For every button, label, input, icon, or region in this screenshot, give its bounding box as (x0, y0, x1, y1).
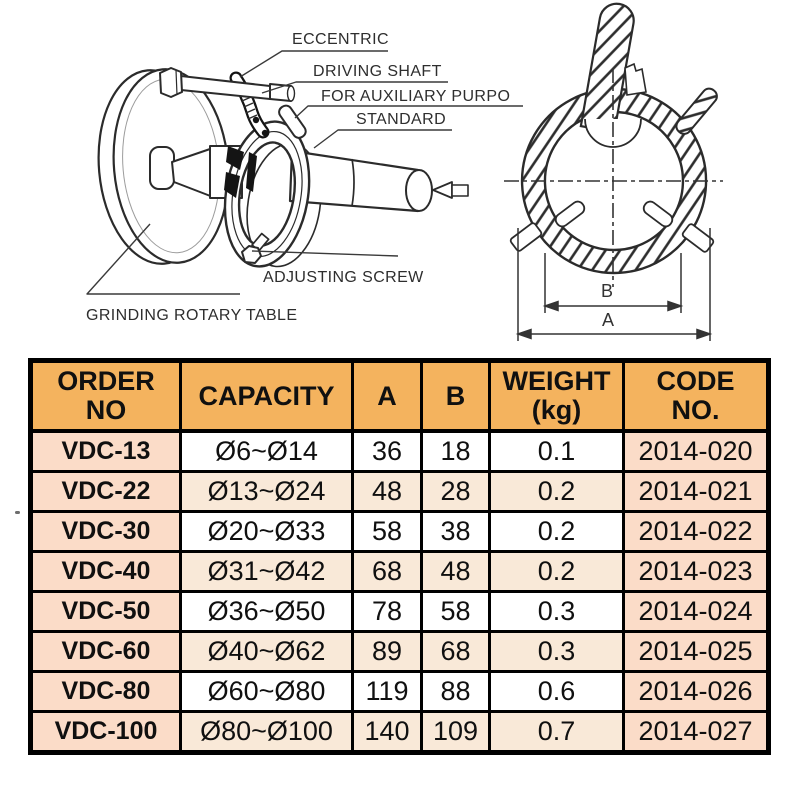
header-weight: WEIGHT (kg) (488, 359, 625, 433)
cell-a: 140 (351, 710, 423, 754)
label-dim-A: A (602, 310, 614, 330)
cell-code: 2014-024 (622, 590, 770, 633)
hex-bolt-head (159, 67, 183, 98)
isometric-view: ECCENTRIC DRIVING SHAFT FOR AUXILIARY PU… (86, 31, 523, 324)
label-grinding-table: GRINDING ROTARY TABLE (86, 307, 297, 324)
label-adjusting-screw: ADJUSTING SCREW (263, 269, 424, 286)
cell-b: 28 (420, 470, 491, 513)
technical-drawings: ECCENTRIC DRIVING SHAFT FOR AUXILIARY PU… (86, 2, 723, 341)
spec-table: ORDER NO CAPACITY A B WEIGHT (kg) CODE NO. … (28, 358, 771, 755)
table-row: VDC-22 Ø13~Ø24 48 28 0.2 2014-021 (29, 470, 770, 513)
cell-code: 2014-020 (622, 429, 770, 473)
cell-weight: 0.3 (488, 630, 625, 673)
table-row: VDC-13 Ø6~Ø14 36 18 0.1 2014-020 (29, 429, 770, 473)
spec-table-container: ORDER NO CAPACITY A B WEIGHT (kg) CODE NO. … (28, 358, 771, 755)
adjusting-screw-head (241, 245, 262, 264)
dimension-B (542, 253, 684, 313)
cell-b: 38 (420, 510, 491, 553)
label-standard: STANDARD (356, 111, 446, 128)
dead-center-tip (432, 181, 453, 199)
callout-leaders (86, 50, 523, 295)
cell-weight: 0.6 (488, 670, 625, 713)
cell-b: 88 (420, 670, 491, 713)
cell-order: VDC-13 (29, 429, 182, 473)
dimension-A (515, 228, 713, 341)
screw-tip-right (642, 200, 674, 228)
cell-b: 68 (420, 630, 491, 673)
table-row: VDC-30 Ø20~Ø33 58 38 0.2 2014-022 (29, 510, 770, 553)
shaft-tab (624, 62, 647, 96)
cell-order: VDC-22 (29, 470, 182, 513)
cell-weight: 0.2 (488, 470, 625, 513)
cell-code: 2014-022 (622, 510, 770, 553)
cell-capacity: Ø80~Ø100 (179, 710, 354, 754)
cell-a: 89 (351, 630, 423, 673)
header-capacity: CAPACITY (179, 359, 354, 433)
screw-head-left (509, 222, 543, 252)
scan-artifact-dot (15, 511, 20, 514)
cell-code: 2014-026 (622, 670, 770, 713)
table-row: VDC-60 Ø40~Ø62 89 68 0.3 2014-025 (29, 630, 770, 673)
cell-a: 119 (351, 670, 423, 713)
cell-order: VDC-50 (29, 590, 182, 633)
cell-capacity: Ø6~Ø14 (179, 429, 354, 473)
cell-capacity: Ø60~Ø80 (179, 670, 354, 713)
cell-a: 78 (351, 590, 423, 633)
cell-code: 2014-027 (622, 710, 770, 754)
cell-capacity: Ø13~Ø24 (179, 470, 354, 513)
cone-hub (149, 146, 175, 190)
table-row: VDC-40 Ø31~Ø42 68 48 0.2 2014-023 (29, 550, 770, 593)
cell-capacity: Ø20~Ø33 (179, 510, 354, 553)
cell-weight: 0.3 (488, 590, 625, 633)
cell-code: 2014-021 (622, 470, 770, 513)
center-seat (584, 118, 642, 148)
cell-a: 58 (351, 510, 423, 553)
header-order-no: ORDER NO (29, 359, 182, 433)
cell-weight: 0.7 (488, 710, 625, 754)
cell-order: VDC-30 (29, 510, 182, 553)
screw-tip-left (554, 200, 586, 228)
cell-weight: 0.2 (488, 550, 625, 593)
cell-b: 48 (420, 550, 491, 593)
cell-b: 109 (420, 710, 491, 754)
table-row: VDC-50 Ø36~Ø50 78 58 0.3 2014-024 (29, 590, 770, 633)
header-row: ORDER NO CAPACITY A B WEIGHT (kg) CODE NO. (29, 359, 770, 433)
cell-code: 2014-025 (622, 630, 770, 673)
header-code-no: CODE NO. (622, 359, 770, 433)
label-dim-B: B (601, 281, 613, 301)
cell-weight: 0.2 (488, 510, 625, 553)
label-eccentric: ECCENTRIC (292, 31, 389, 48)
header-b: B (420, 359, 491, 433)
header-a: A (351, 359, 423, 433)
cell-capacity: Ø36~Ø50 (179, 590, 354, 633)
front-view: B A (504, 2, 723, 341)
label-driving-shaft: DRIVING SHAFT (313, 63, 442, 80)
table-row: VDC-80 Ø60~Ø80 119 88 0.6 2014-026 (29, 670, 770, 713)
cell-capacity: Ø40~Ø62 (179, 630, 354, 673)
cell-b: 18 (420, 429, 491, 473)
label-auxiliary: FOR AUXILIARY PURPO (321, 88, 510, 105)
cell-a: 36 (351, 429, 423, 473)
cell-order: VDC-40 (29, 550, 182, 593)
cell-order: VDC-100 (29, 710, 182, 754)
cell-capacity: Ø31~Ø42 (179, 550, 354, 593)
table-row: VDC-100 Ø80~Ø100 140 109 0.7 2014-027 (29, 710, 770, 754)
cell-order: VDC-80 (29, 670, 182, 713)
cell-order: VDC-60 (29, 630, 182, 673)
cell-weight: 0.1 (488, 429, 625, 473)
cell-a: 48 (351, 470, 423, 513)
centerlines (504, 68, 723, 287)
cell-code: 2014-023 (622, 550, 770, 593)
cell-b: 58 (420, 590, 491, 633)
auxiliary-pin (278, 104, 307, 139)
cell-a: 68 (351, 550, 423, 593)
